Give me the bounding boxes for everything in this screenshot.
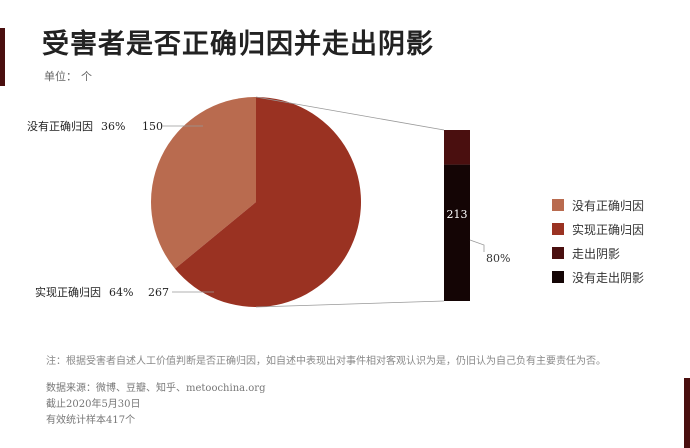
connector-line-top bbox=[255, 96, 445, 131]
bar-percent-label: 80% bbox=[486, 252, 510, 265]
slice1-name-label: 没有正确归因 bbox=[27, 119, 93, 133]
slice2-value-label: 267 bbox=[148, 286, 169, 299]
pie-slice-correct-attribution bbox=[174, 97, 361, 307]
connector-line-bottom bbox=[255, 300, 445, 308]
bar-percent-leader bbox=[469, 239, 485, 252]
legend-label: 没有走出阴影 bbox=[572, 270, 645, 285]
legend-label: 实现正确归因 bbox=[572, 222, 645, 237]
legend-item: 走出阴影 bbox=[552, 241, 644, 265]
legend-item: 没有走出阴影 bbox=[552, 265, 644, 289]
legend-swatch bbox=[552, 247, 564, 259]
source-block: 数据来源：微博、豆瓣、知乎、metoochina.org 截止2020年5月30… bbox=[46, 381, 265, 429]
slice2-name-label: 实现正确归因 bbox=[35, 285, 101, 299]
chart-title: 受害者是否正确归因并走出阴影 bbox=[42, 29, 434, 60]
slice1-value-label: 150 bbox=[142, 120, 163, 133]
accent-bar-right bbox=[684, 378, 690, 448]
bar-segment-walked-out bbox=[444, 164, 470, 301]
unit-label: 单位： 个 bbox=[44, 68, 96, 84]
unit-label-text: 单位： bbox=[44, 70, 77, 83]
bar-segment-not-walked-out bbox=[444, 130, 470, 165]
legend: 没有正确归因 实现正确归因 走出阴影 没有走出阴影 bbox=[552, 193, 644, 289]
accent-bar-left bbox=[0, 28, 5, 86]
slice1-percent-label: 36% bbox=[101, 120, 125, 133]
legend-item: 实现正确归因 bbox=[552, 217, 644, 241]
source-line: 数据来源：微博、豆瓣、知乎、metoochina.org bbox=[46, 383, 266, 394]
source-date: 截止2020年5月30日 bbox=[46, 399, 141, 410]
legend-label: 走出阴影 bbox=[572, 246, 621, 261]
pie-slice-no-correct-attribution bbox=[151, 97, 256, 269]
bar-value-label: 213 bbox=[447, 208, 468, 221]
unit-label-value: 个 bbox=[81, 70, 92, 83]
slice2-percent-label: 64% bbox=[109, 286, 133, 299]
legend-swatch bbox=[552, 223, 564, 235]
source-sample: 有效统计样本417个 bbox=[46, 415, 136, 426]
legend-swatch bbox=[552, 271, 564, 283]
legend-swatch bbox=[552, 199, 564, 211]
legend-label: 没有正确归因 bbox=[572, 198, 645, 213]
legend-item: 没有正确归因 bbox=[552, 193, 644, 217]
footnote: 注：根据受害者自述人工价值判断是否正确归因，如自述中表现出对事件相对客观认识为是… bbox=[46, 356, 606, 367]
